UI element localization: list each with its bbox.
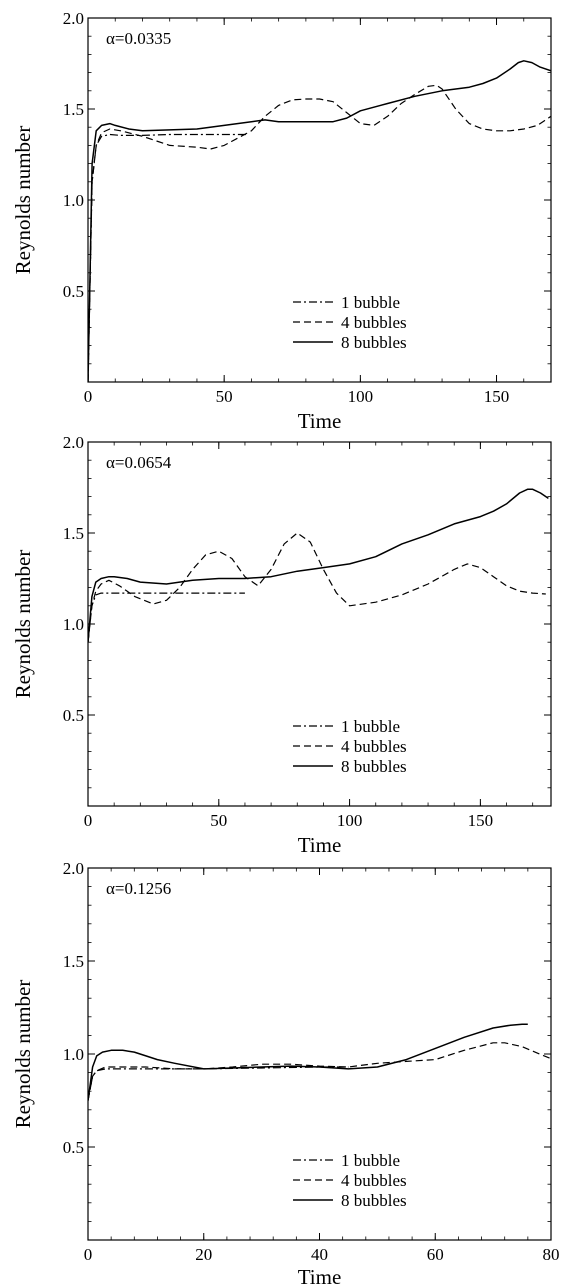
x-tick-label: 50 bbox=[216, 387, 233, 406]
series-line-1 bbox=[88, 1066, 349, 1101]
y-tick-label: 2.0 bbox=[63, 433, 84, 452]
y-axis-label: Reynolds number bbox=[11, 126, 35, 275]
series-line-2 bbox=[88, 532, 546, 643]
chart-panel-1: 0 50 100 150 0.5 1.0 1.5 2.0 Time Reynolds number… bbox=[11, 9, 552, 433]
y-tick-label: 0.5 bbox=[63, 282, 84, 301]
series-line-2 bbox=[88, 1042, 551, 1101]
legend-label-1: 1 bubble bbox=[341, 1151, 400, 1170]
y-tick-label: 1.5 bbox=[63, 952, 84, 971]
x-axis-label: Time bbox=[298, 1265, 342, 1287]
y-tick-label: 0.5 bbox=[63, 1138, 84, 1157]
x-tick-label: 0 bbox=[84, 1245, 93, 1264]
series-line-1 bbox=[88, 133, 246, 382]
legend-label-2: 4 bubbles bbox=[341, 737, 407, 756]
alpha-annotation: α=0.0654 bbox=[106, 453, 172, 472]
y-tick-label: 1.0 bbox=[63, 191, 84, 210]
x-tick-label: 150 bbox=[484, 387, 510, 406]
series-line-3 bbox=[88, 60, 551, 382]
y-tick-label: 1.5 bbox=[63, 524, 84, 543]
y-tick-label: 2.0 bbox=[63, 859, 84, 878]
legend-label-3: 8 bubbles bbox=[341, 757, 407, 776]
x-tick-label: 0 bbox=[84, 387, 93, 406]
y-tick-label: 0.5 bbox=[63, 706, 84, 725]
chart-panel-2: 0 50 100 150 0.5 1.0 1.5 2.0 Time Reynolds number… bbox=[11, 433, 552, 857]
x-axis-label: Time bbox=[298, 833, 342, 857]
y-axis-label: Reynolds number bbox=[11, 980, 35, 1129]
plot-frame bbox=[87, 17, 552, 383]
legend-label-1: 1 bubble bbox=[341, 717, 400, 736]
x-tick-label: 20 bbox=[195, 1245, 212, 1264]
x-tick-label: 150 bbox=[468, 811, 494, 830]
series-line-3 bbox=[88, 488, 549, 643]
y-tick-label: 1.0 bbox=[63, 615, 84, 634]
y-tick-label: 1.0 bbox=[63, 1045, 84, 1064]
plot-frame bbox=[87, 441, 552, 807]
y-tick-label: 2.0 bbox=[63, 9, 84, 28]
x-tick-label: 80 bbox=[543, 1245, 560, 1264]
legend-label-3: 8 bubbles bbox=[341, 333, 407, 352]
legend-label-2: 4 bubbles bbox=[341, 313, 407, 332]
x-tick-label: 40 bbox=[311, 1245, 328, 1264]
alpha-annotation: α=0.0335 bbox=[106, 29, 171, 48]
series-line-2 bbox=[88, 84, 551, 382]
x-tick-label: 50 bbox=[210, 811, 227, 830]
legend-label-2: 4 bubbles bbox=[341, 1171, 407, 1190]
x-tick-label: 0 bbox=[84, 811, 93, 830]
alpha-annotation: α=0.1256 bbox=[106, 879, 171, 898]
x-axis-label: Time bbox=[298, 409, 342, 433]
plot-frame bbox=[87, 867, 552, 1241]
chart-panel-3: 0 20 40 60 80 0.5 1.0 1.5 2.0 Time Reynolds number… bbox=[11, 859, 560, 1287]
series-line-3 bbox=[88, 1023, 528, 1101]
x-tick-label: 100 bbox=[337, 811, 363, 830]
y-axis-label: Reynolds number bbox=[11, 550, 35, 699]
x-tick-label: 100 bbox=[348, 387, 374, 406]
legend-label-3: 8 bubbles bbox=[341, 1191, 407, 1210]
x-tick-label: 60 bbox=[427, 1245, 444, 1264]
legend-label-1: 1 bubble bbox=[341, 293, 400, 312]
y-tick-label: 1.5 bbox=[63, 100, 84, 119]
